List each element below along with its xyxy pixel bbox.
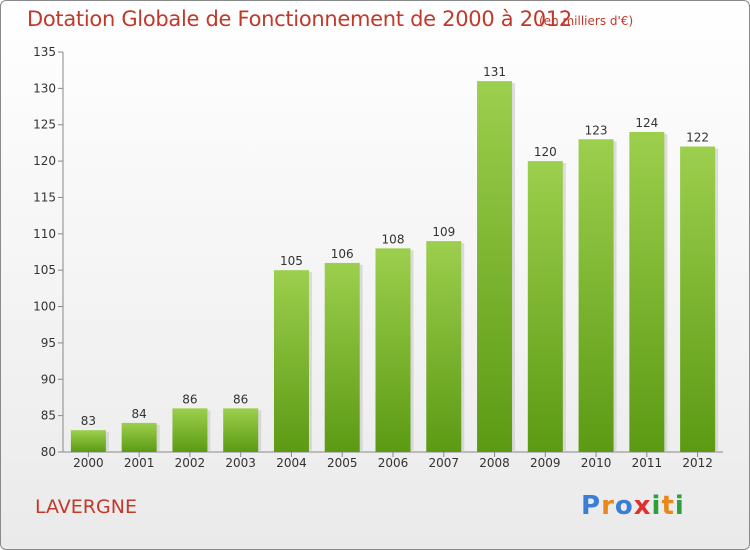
y-tick-label: 130 (33, 81, 56, 95)
labels: 83 84 86 86 105 106 108 109 131 120 123 124 122 (81, 65, 709, 428)
x-tick-label-2010: 2010 (581, 456, 612, 470)
x-tick-label-2003: 2003 (225, 456, 256, 470)
y-tick-label: 120 (33, 154, 56, 168)
bar-2010 (578, 139, 614, 453)
value-label-2002: 86 (182, 392, 197, 406)
x-tick-label-2009: 2009 (530, 456, 561, 470)
x-tick-label-2005: 2005 (327, 456, 358, 470)
bar-2012 (680, 146, 716, 452)
y-tick-label: 95 (41, 336, 56, 350)
value-label-2006: 108 (382, 232, 405, 246)
y-tick-label: 90 (41, 372, 56, 386)
x-tick-label-2000: 2000 (73, 456, 104, 470)
bar-2011 (629, 132, 665, 452)
logo-letter: i (674, 491, 685, 521)
logo-letter: o (614, 491, 634, 521)
proxiti-logo[interactable]: Proxiti (581, 491, 685, 521)
x-tick-label-2011: 2011 (632, 456, 663, 470)
value-label-2012: 122 (686, 131, 709, 145)
logo-letter: i (651, 491, 662, 521)
value-label-2000: 83 (81, 414, 96, 428)
bar-2009 (527, 161, 563, 452)
bar-2006 (375, 248, 411, 452)
x-tick-label-2001: 2001 (124, 456, 155, 470)
logo-letter: x (633, 491, 652, 521)
chart-title: Dotation Globale de Fonctionnement de 20… (27, 7, 572, 31)
axes: 80 85 90 95 100 105 110 115 120 125 130 135 2000 2001… (33, 45, 723, 470)
x-tick-label-2008: 2008 (479, 456, 510, 470)
x-tick-label-2006: 2006 (378, 456, 409, 470)
y-tick-label: 105 (33, 263, 56, 277)
value-label-2004: 105 (280, 254, 303, 268)
x-tick-label-2004: 2004 (276, 456, 307, 470)
bar-2000 (70, 430, 106, 452)
bar-2001 (121, 422, 157, 452)
bar-2004 (273, 270, 309, 452)
bar-2007 (426, 241, 462, 452)
x-tick-label-2012: 2012 (682, 456, 713, 470)
bar-2005 (324, 262, 360, 452)
y-tick-label: 80 (41, 445, 56, 459)
bar-2008 (477, 81, 513, 452)
y-tick-label: 135 (33, 45, 56, 59)
y-tick-label: 100 (33, 300, 56, 314)
y-tick-label: 110 (33, 227, 56, 241)
y-tick-label: 115 (33, 190, 56, 204)
value-label-2003: 86 (233, 392, 248, 406)
bar-2003 (223, 408, 259, 452)
chart-subtitle: (en milliers d'€) (539, 14, 634, 28)
value-label-2001: 84 (132, 407, 147, 421)
bars (70, 81, 719, 453)
value-label-2005: 106 (331, 247, 354, 261)
x-tick-label-2007: 2007 (428, 456, 459, 470)
value-label-2009: 120 (534, 145, 557, 159)
y-tick-label: 125 (33, 118, 56, 132)
commune-name: LAVERGNE (35, 496, 137, 518)
x-tick-label-2002: 2002 (175, 456, 206, 470)
value-label-2007: 109 (432, 225, 455, 239)
logo-letter: P (581, 491, 602, 521)
value-label-2010: 123 (585, 123, 608, 137)
logo-letter: t (661, 491, 675, 521)
y-tick-label: 85 (41, 409, 56, 423)
value-label-2011: 124 (635, 116, 658, 130)
value-label-2008: 131 (483, 65, 506, 79)
logo-letter: r (601, 491, 615, 521)
bar-2002 (172, 408, 208, 452)
